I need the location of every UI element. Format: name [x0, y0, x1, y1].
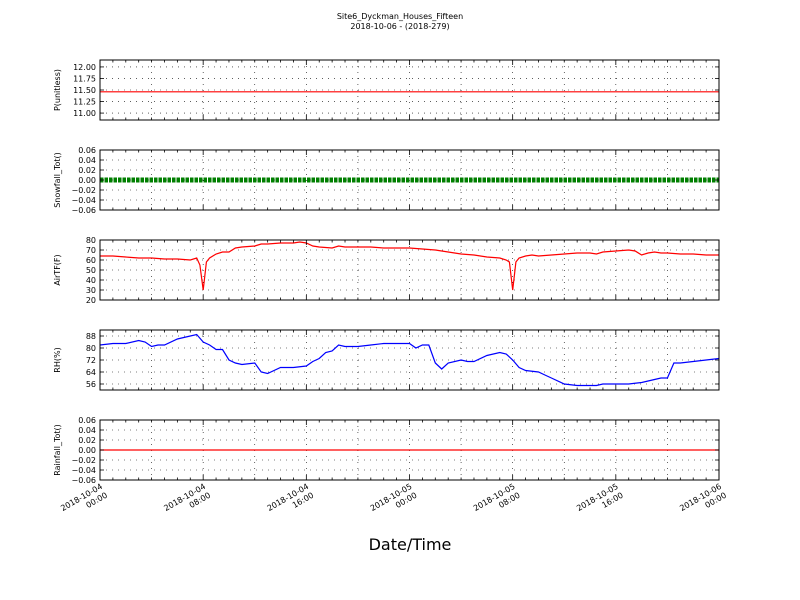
y-tick-label: 11.50 — [73, 86, 96, 95]
y-tick-label: −0.02 — [71, 186, 96, 195]
y-tick-label: 0.06 — [78, 416, 96, 425]
y-tick-label: 80 — [86, 236, 96, 245]
y-tick-label: 0.04 — [78, 426, 96, 435]
panel-1: 11.00 11.25 11.50 11.75 12.00 P(unitless) — [53, 59, 720, 121]
chart-subtitle: 2018-10-06 - (2018-279) — [350, 22, 449, 31]
panels: 11.00 11.25 11.50 11.75 12.00 P(unitless) −0.0… — [53, 59, 720, 485]
y-tick-label: 60 — [86, 256, 96, 265]
y-tick-label: 40 — [86, 276, 96, 285]
y-tick-label: 0.02 — [78, 166, 96, 175]
y-tick-label: −0.06 — [71, 206, 96, 215]
y-tick-label: 72 — [86, 356, 96, 365]
x-axis-label: Date/Time — [369, 535, 452, 554]
y-tick-label: 0.00 — [78, 446, 96, 455]
y-tick-label: 30 — [86, 286, 96, 295]
y-tick-label: 50 — [86, 266, 96, 275]
y-axis-label: RH(%) — [53, 347, 62, 372]
y-tick-label: 11.75 — [73, 74, 96, 83]
y-tick-label: −0.06 — [71, 476, 96, 485]
series-line — [100, 333, 719, 387]
y-tick-label: 70 — [86, 246, 96, 255]
y-tick-label: −0.02 — [71, 456, 96, 465]
y-tick-label: 88 — [86, 332, 96, 341]
y-tick-label: 11.00 — [73, 109, 96, 118]
panel-5: −0.06−0.04−0.020.000.020.040.06 Rainfall_… — [53, 416, 720, 485]
chart-title: Site6_Dyckman_Houses_Fifteen — [337, 12, 463, 21]
y-tick-label: 0.04 — [78, 156, 96, 165]
y-tick-label: −0.04 — [71, 196, 96, 205]
y-tick-label: 0.06 — [78, 146, 96, 155]
y-tick-label: 12.00 — [73, 63, 96, 72]
y-tick-label: 20 — [86, 296, 96, 305]
y-axis-label: Snowfall_Tot() — [53, 152, 62, 208]
y-axis-label: P(unitless) — [53, 69, 62, 111]
y-tick-label: 11.25 — [73, 98, 96, 107]
y-axis-label: AirTF(F) — [53, 254, 62, 285]
series-line — [100, 241, 719, 291]
y-tick-label: −0.04 — [71, 466, 96, 475]
y-tick-label: 80 — [86, 344, 96, 353]
y-tick-label: 0.00 — [78, 176, 96, 185]
y-tick-label: 64 — [86, 368, 96, 377]
y-tick-label: 0.02 — [78, 436, 96, 445]
panel-4: 56 64 72 80 88 RH(%) — [53, 329, 720, 391]
y-tick-label: 56 — [86, 380, 96, 389]
y-axis-label: Rainfall_Tot() — [53, 424, 62, 476]
panel-2: −0.06−0.04−0.020.000.020.040.06 Snowfall_… — [53, 146, 720, 215]
